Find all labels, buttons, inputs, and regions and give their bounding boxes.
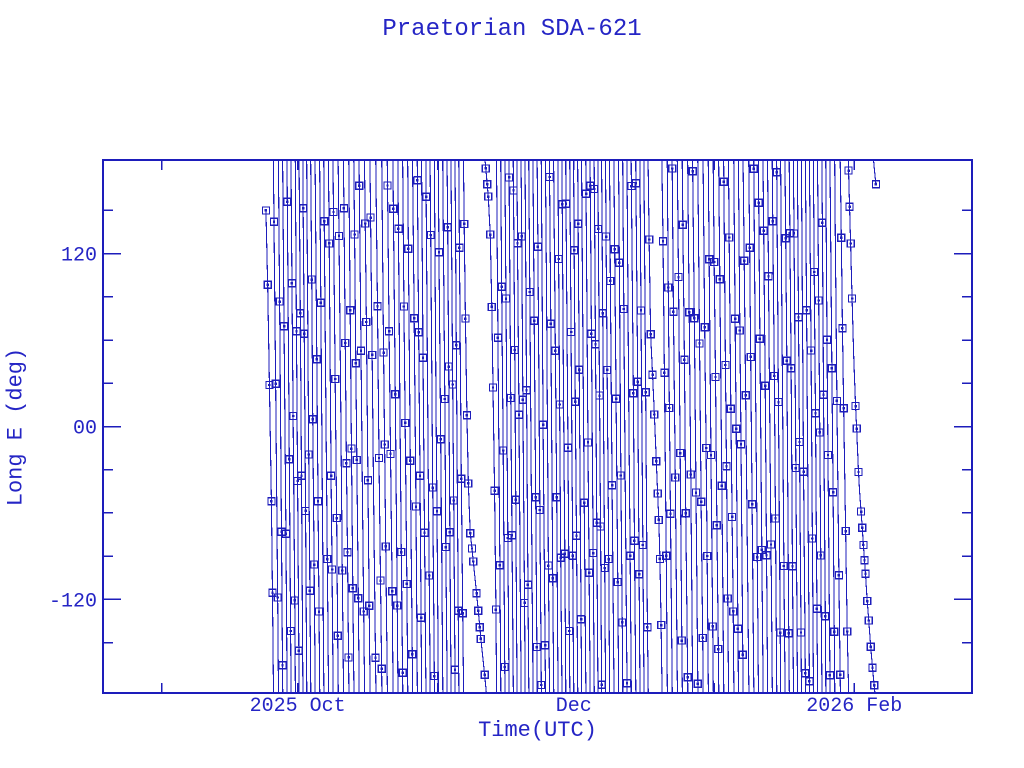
chart-title: Praetorian SDA-621 <box>382 16 642 43</box>
data-line-series <box>265 160 877 693</box>
axes-layer <box>102 159 973 694</box>
y-tick-label: 00 <box>73 418 97 441</box>
x-tick-label: 2026 Feb <box>806 695 902 718</box>
axis-ticks <box>103 160 972 693</box>
x-tick-label: 2025 Oct <box>250 695 346 718</box>
x-axis-label: Time(UTC) <box>478 718 597 743</box>
x-tick-label: Dec <box>556 695 592 718</box>
data-markers <box>261 164 881 690</box>
y-tick-label: -120 <box>49 590 97 613</box>
data-layer <box>261 160 881 693</box>
tick-labels: 120 00 -120 2025 Oct Dec 2026 Feb <box>49 245 902 718</box>
y-tick-label: 120 <box>61 245 97 268</box>
